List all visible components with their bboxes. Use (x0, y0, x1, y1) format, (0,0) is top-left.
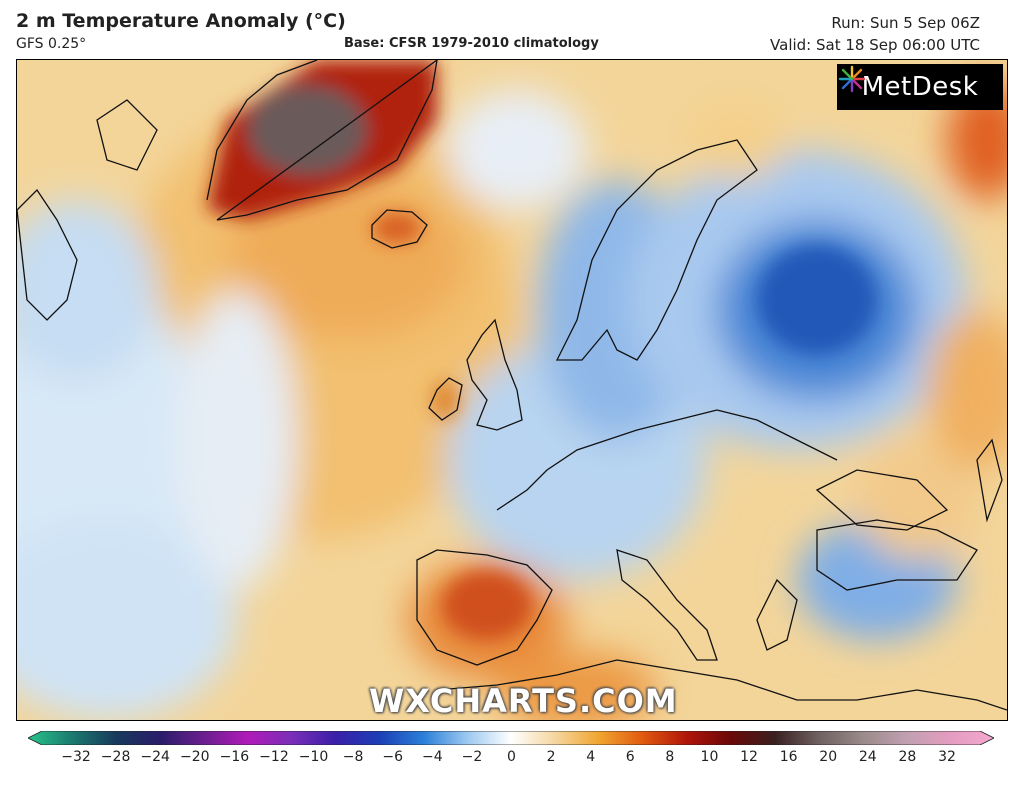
scale-tick-label: 6 (625, 749, 635, 765)
scale-tick-label: −6 (382, 749, 404, 765)
scale-tick-label: −16 (219, 749, 250, 765)
scale-tick-label: 8 (665, 749, 675, 765)
chart-title: 2 m Temperature Anomaly (°C) (16, 10, 346, 32)
color-scale (28, 731, 994, 745)
watermark: WXCHARTS.COM (369, 682, 678, 720)
scale-tick-label: 20 (819, 749, 838, 765)
metdesk-logo: MetDesk (837, 64, 1003, 110)
scale-tick-label: −4 (421, 749, 443, 765)
scale-tick-label: 0 (507, 749, 516, 765)
scale-tick-label: −2 (461, 749, 483, 765)
scale-ticks: −32 −28 −24 −20 −16 −12 −10 −8 −6 −4 −2 0 2 4 6 8 10 12 16… (0, 749, 1024, 769)
anomaly-field (17, 60, 1007, 720)
scale-tick-label: 28 (898, 749, 917, 765)
scale-tick-label: −12 (259, 749, 289, 765)
valid-time-label: Valid: Sat 18 Sep 06:00 UTC (770, 36, 980, 54)
scale-tick-label: −10 (298, 749, 329, 765)
scale-tick-label: −20 (179, 749, 210, 765)
anomaly-map: MetDesk WXCHARTS.COM (16, 59, 1008, 721)
color-scale-bar (28, 731, 994, 745)
scale-tick-label: −28 (100, 749, 131, 765)
scale-tick-label: 16 (779, 749, 798, 765)
metdesk-starburst-icon (838, 65, 866, 93)
climatology-base-label: Base: CFSR 1979-2010 climatology (344, 36, 599, 51)
scale-tick-label: 12 (740, 749, 758, 765)
scale-tick-label: 32 (938, 749, 956, 765)
scale-tick-label: −24 (140, 749, 170, 765)
scale-tick-label: 2 (546, 749, 556, 765)
scale-tick-label: −8 (342, 749, 364, 765)
run-time-label: Run: Sun 5 Sep 06Z (831, 14, 980, 32)
scale-tick-label: 4 (586, 749, 596, 765)
scale-tick-label: −32 (61, 749, 91, 765)
coastlines (17, 60, 1007, 711)
scale-tick-label: 10 (700, 749, 719, 765)
logo-label: MetDesk (861, 72, 979, 102)
model-label: GFS 0.25° (16, 36, 87, 52)
scale-tick-label: 24 (858, 749, 877, 765)
